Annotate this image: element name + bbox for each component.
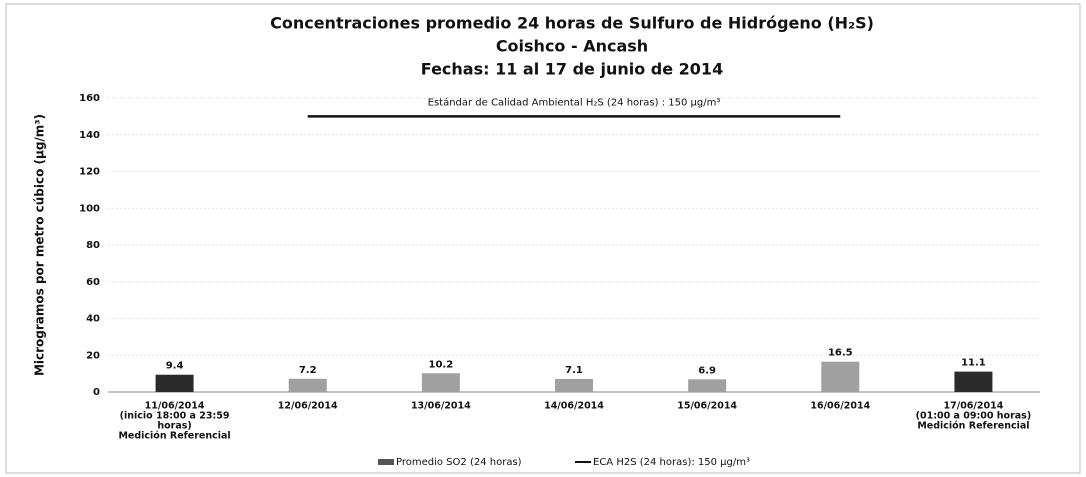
x-tick-label: (inicio 18:00 a 23:59	[120, 411, 230, 422]
x-tick-label: 16/06/2014	[810, 401, 870, 412]
data-label: 6.9	[698, 365, 716, 376]
chart-title: Coishco - Ancash	[496, 37, 648, 56]
data-label: 11.1	[961, 358, 986, 369]
x-tick-label: 15/06/2014	[677, 401, 737, 412]
x-tick-label: (01:00 a 09:00 horas)	[916, 411, 1032, 422]
x-tick-label: 14/06/2014	[544, 401, 604, 412]
y-tick-label: 140	[79, 130, 100, 141]
y-tick-label: 120	[79, 167, 100, 178]
x-tick-label: 13/06/2014	[411, 401, 471, 412]
bar	[821, 361, 860, 392]
y-tick-label: 160	[79, 93, 100, 104]
y-tick-label: 60	[86, 277, 100, 288]
data-label: 9.4	[166, 361, 184, 372]
legend-label: ECA H2S (24 horas): 150 µg/m³	[593, 457, 750, 468]
bar	[555, 378, 593, 392]
data-label: 7.2	[299, 365, 317, 376]
bar	[288, 378, 327, 392]
x-tick-label: 11/06/2014	[145, 401, 205, 412]
data-label: 16.5	[828, 348, 853, 359]
x-tick-label: Medición Referencial	[917, 421, 1029, 432]
y-tick-label: 0	[93, 387, 100, 398]
chart-title: Fechas: 11 al 17 de junio de 2014	[421, 60, 723, 79]
legend-label: Promedio SO2 (24 horas)	[396, 457, 522, 468]
y-tick-label: 100	[79, 203, 100, 214]
chart-title: Concentraciones promedio 24 horas de Sul…	[270, 14, 874, 33]
y-tick-label: 40	[86, 314, 100, 325]
data-label: 10.2	[429, 359, 454, 370]
x-tick-label: Medición Referencial	[118, 431, 230, 442]
chart-frame	[5, 3, 1081, 474]
bar	[688, 379, 727, 392]
bar	[421, 373, 460, 392]
data-label: 7.1	[565, 365, 583, 376]
y-tick-label: 20	[86, 350, 100, 361]
x-tick-label: 17/06/2014	[944, 401, 1004, 412]
annotation: Estándar de Calidad Ambiental H₂S (24 ho…	[428, 96, 721, 108]
bar	[954, 371, 993, 392]
x-tick-label: 12/06/2014	[278, 401, 338, 412]
bar	[155, 374, 194, 392]
x-tick-label: horas)	[157, 421, 191, 432]
y-tick-label: 80	[86, 240, 100, 251]
legend-swatch	[378, 459, 394, 465]
y-axis-label: Microgramos por metro cúbico (µg/m³)	[33, 114, 47, 376]
